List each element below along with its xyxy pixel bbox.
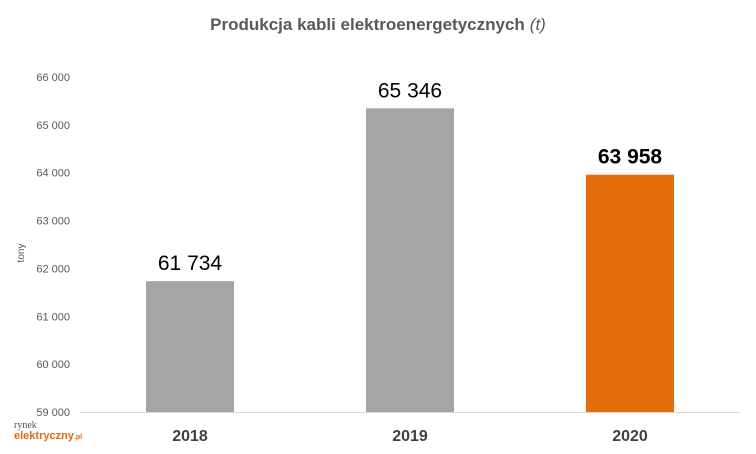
chart-title-unit: (t) bbox=[530, 15, 546, 34]
y-tick-label: 61 000 bbox=[36, 311, 70, 323]
y-tick-label: 60 000 bbox=[36, 359, 70, 371]
bar-2019 bbox=[366, 108, 454, 412]
chart-title: Produkcja kabli elektroenergetycznych (t) bbox=[210, 15, 546, 34]
y-axis-label: tony bbox=[16, 244, 27, 263]
logo-suffix: .pl bbox=[73, 434, 83, 441]
x-tick-label-2019: 2019 bbox=[392, 428, 428, 445]
y-tick-label: 62 000 bbox=[36, 263, 70, 275]
bar-2020 bbox=[586, 174, 674, 412]
data-label-2020: 63 958 bbox=[598, 146, 663, 169]
logo-line-2: elektryczny.pl bbox=[14, 431, 82, 442]
logo-line-1: rynek bbox=[14, 420, 37, 431]
data-labels-group: 61 734 65 346 63 958 bbox=[158, 79, 663, 275]
bars-group bbox=[146, 108, 674, 412]
y-tick-label: 65 000 bbox=[36, 120, 70, 132]
y-tick-label: 59 000 bbox=[36, 407, 70, 419]
y-axis-ticks: 59 000 60 000 61 000 62 000 63 000 64 000 65 0… bbox=[36, 72, 70, 419]
chart-title-text: Produkcja kabli elektroenergetycznych bbox=[210, 15, 525, 34]
data-label-2019: 65 346 bbox=[378, 79, 442, 102]
y-tick-label: 64 000 bbox=[36, 168, 70, 180]
logo-name: elektryczny bbox=[14, 430, 74, 442]
x-tick-label-2020: 2020 bbox=[612, 428, 648, 445]
data-label-2018: 61 734 bbox=[158, 252, 223, 275]
y-tick-label: 63 000 bbox=[36, 216, 70, 228]
y-tick-label: 66 000 bbox=[36, 72, 70, 84]
category-labels-group: 2018 2019 2020 bbox=[172, 428, 648, 445]
bar-2018 bbox=[146, 281, 234, 412]
x-tick-label-2018: 2018 bbox=[172, 428, 208, 445]
site-logo: rynek elektryczny.pl bbox=[14, 421, 82, 442]
